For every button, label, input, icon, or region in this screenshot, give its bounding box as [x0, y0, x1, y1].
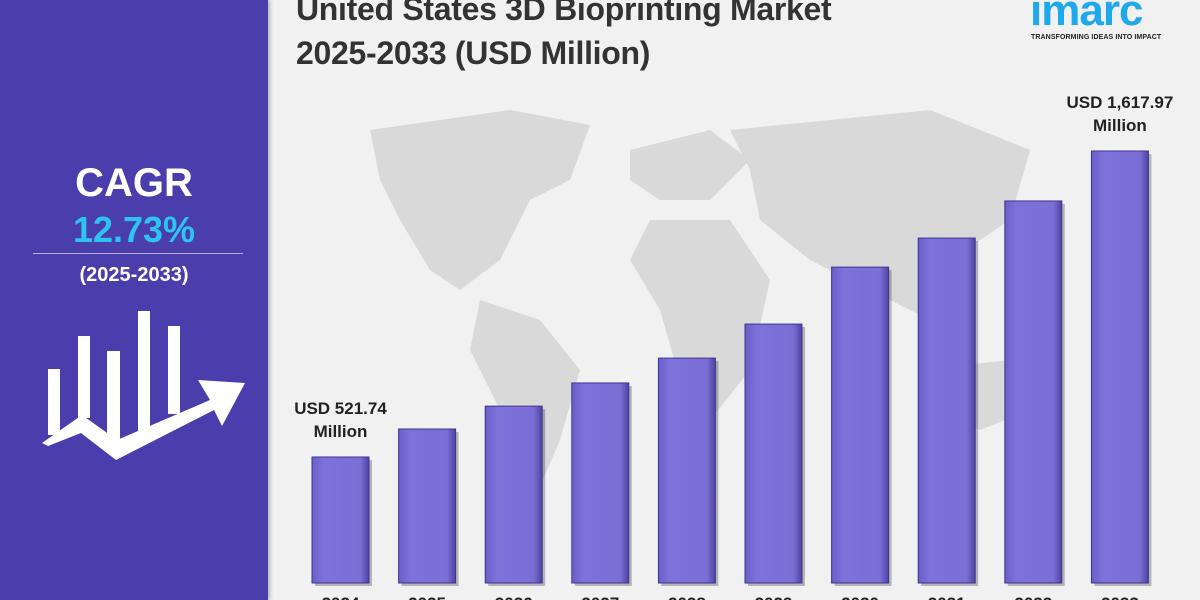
- bar-2027: [571, 382, 630, 584]
- data-label: USD 521.74: [294, 399, 387, 418]
- x-tick-label: 2033: [1101, 594, 1139, 600]
- cagr-period: (2025-2033): [79, 264, 189, 286]
- cagr-value: 12.73%: [72, 209, 196, 250]
- bar-2030: [831, 266, 890, 584]
- x-tick-label: 2026: [495, 594, 533, 600]
- x-tick-label: 2029: [755, 594, 793, 600]
- bar-2033: [1090, 150, 1149, 584]
- imarc-logo: imarc: [1030, 0, 1143, 35]
- growth-chart-arrow-icon: [42, 311, 245, 460]
- x-tick-label: 2025: [408, 594, 446, 600]
- cagr-panel: CAGR 12.73% (2025-2033): [0, 0, 268, 600]
- x-tick-label: 2032: [1014, 594, 1052, 600]
- title-line-2: 2025-2033 (USD Million): [296, 35, 651, 71]
- bar-2024: [311, 456, 370, 584]
- cagr-label: CAGR: [75, 161, 193, 205]
- x-tick-label: 2028: [668, 594, 706, 600]
- title-line-1: United States 3D Bioprinting Market: [296, 0, 832, 27]
- bar-2029: [744, 323, 803, 584]
- x-tick-label: 2030: [841, 594, 879, 600]
- x-tick-label: 2024: [322, 594, 360, 600]
- data-label-unit: Million: [1093, 116, 1147, 135]
- divider: [33, 253, 243, 254]
- data-label: USD 1,617.97: [1067, 93, 1174, 112]
- bar-2028: [657, 357, 716, 584]
- bar-2025: [398, 428, 457, 584]
- data-label-unit: Million: [314, 422, 368, 441]
- bar-2026: [484, 405, 543, 584]
- chart-title: United States 3D Bioprinting Market 2025…: [296, 0, 832, 75]
- x-tick-label: 2027: [581, 594, 619, 600]
- x-tick-label: 2031: [928, 594, 966, 600]
- bar-2032: [1004, 200, 1063, 584]
- world-map-background: [370, 110, 1030, 510]
- logo-tagline: TRANSFORMING IDEAS INTO IMPACT: [1031, 34, 1162, 41]
- bar-2031: [917, 237, 976, 584]
